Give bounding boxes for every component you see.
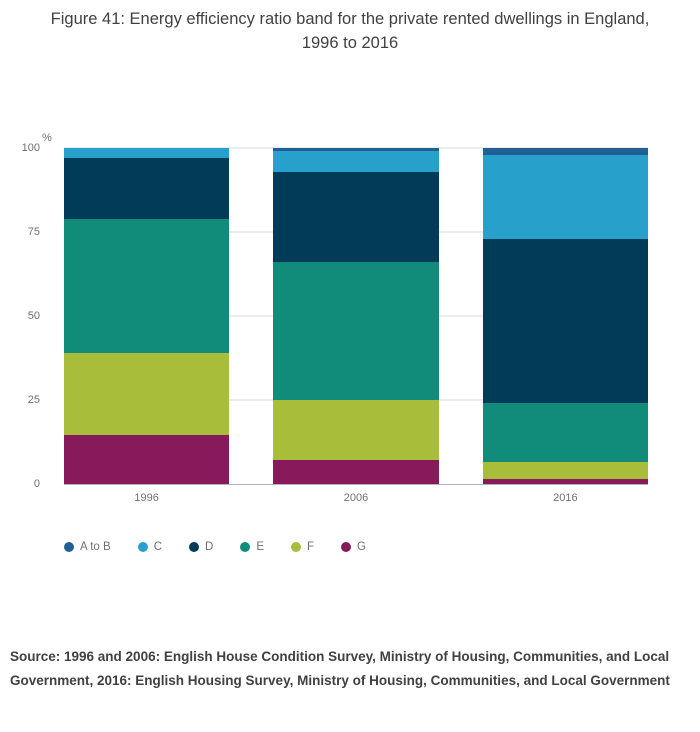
gridline bbox=[64, 147, 648, 149]
x-tick-label-1996: 1996 bbox=[134, 492, 159, 504]
bar-segment-2016-C[interactable] bbox=[482, 154, 648, 239]
bar-2016 bbox=[482, 148, 648, 484]
bar-segment-2006-G[interactable] bbox=[273, 460, 439, 484]
bar-segment-2016-D[interactable] bbox=[482, 238, 648, 404]
x-axis-labels: 1996 2006 2016 bbox=[64, 492, 648, 504]
bar-segment-2006-F[interactable] bbox=[273, 400, 439, 461]
bar-segment-1996-D[interactable] bbox=[64, 158, 230, 219]
bar-segment-1996-G[interactable] bbox=[64, 435, 230, 484]
bar-segment-2006-D[interactable] bbox=[273, 171, 439, 263]
bar-segment-2016-F[interactable] bbox=[482, 462, 648, 479]
legend-label: D bbox=[205, 541, 214, 553]
legend-dot-icon bbox=[137, 542, 148, 552]
bar-segment-1996-E[interactable] bbox=[64, 218, 230, 353]
bar-segment-2016-G[interactable] bbox=[482, 478, 648, 484]
legend-dot-icon bbox=[290, 542, 301, 552]
bar-segment-2006-E[interactable] bbox=[273, 262, 439, 401]
y-tick-label: 50 bbox=[27, 310, 40, 322]
bar-segment-2016-A to B[interactable] bbox=[482, 148, 648, 155]
bar-segment-2006-C[interactable] bbox=[273, 151, 439, 172]
bar-segment-2006-A to B[interactable] bbox=[273, 148, 439, 152]
source-text: Source: 1996 and 2006: English House Con… bbox=[10, 649, 670, 688]
legend-item-E[interactable]: E bbox=[240, 541, 264, 553]
legend-item-A to B[interactable]: A to B bbox=[64, 541, 111, 553]
x-tick-label-2006: 2006 bbox=[343, 492, 369, 504]
legend-label: E bbox=[256, 541, 264, 553]
legend-label: F bbox=[306, 541, 315, 553]
legend-dot-icon bbox=[189, 542, 199, 552]
plot-area bbox=[64, 147, 648, 485]
bar-segment-1996-F[interactable] bbox=[64, 352, 230, 436]
x-tick-label-2016: 2016 bbox=[553, 492, 578, 504]
y-axis-labels: 0 25 50 75 100 bbox=[0, 142, 52, 490]
bar-segment-2016-E[interactable] bbox=[482, 403, 648, 463]
legend-dot-icon bbox=[240, 542, 251, 552]
legend-label: C bbox=[153, 541, 162, 553]
legend-item-C[interactable]: C bbox=[137, 541, 162, 553]
legend-item-G[interactable]: G bbox=[341, 541, 366, 553]
legend-item-F[interactable]: F bbox=[290, 541, 315, 553]
legend-item-D[interactable]: D bbox=[189, 541, 213, 553]
bar-2006 bbox=[273, 148, 439, 484]
bars-layer bbox=[64, 148, 648, 484]
legend-label: G bbox=[357, 541, 366, 553]
legend: A to B C D E F G bbox=[64, 541, 680, 553]
legend-label: A to B bbox=[80, 541, 111, 553]
y-tick-label: 0 bbox=[33, 478, 40, 490]
legend-dot-icon bbox=[341, 542, 352, 552]
y-tick-label: 75 bbox=[27, 226, 40, 238]
bar-segment-1996-C[interactable] bbox=[64, 148, 230, 159]
legend-dot-icon bbox=[64, 542, 74, 552]
y-axis-unit-label: % bbox=[42, 132, 52, 144]
bar-1996 bbox=[64, 148, 230, 484]
y-tick-label: 100 bbox=[21, 142, 40, 154]
chart-title: Figure 41: Energy efficiency ratio band … bbox=[50, 10, 650, 52]
y-tick-label: 25 bbox=[27, 394, 40, 406]
